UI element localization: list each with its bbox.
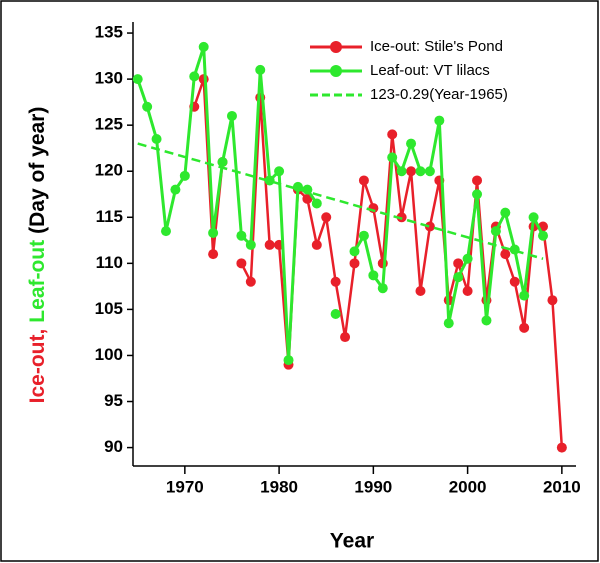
point — [245, 276, 256, 287]
point — [424, 166, 435, 177]
y-tick-label: 130 — [95, 69, 123, 88]
point — [340, 332, 351, 343]
point — [500, 249, 511, 260]
y-tick-label: 125 — [95, 115, 123, 134]
point — [368, 270, 379, 281]
point — [311, 239, 322, 250]
y-tick-label: 115 — [96, 207, 123, 226]
x-tick-label: 2000 — [449, 477, 487, 496]
y-tick-label: 135 — [95, 23, 123, 42]
point — [236, 230, 247, 241]
point — [406, 138, 417, 149]
point — [189, 71, 200, 82]
point — [311, 198, 322, 209]
y-label-part: (Day of year) — [26, 107, 49, 234]
point — [358, 230, 369, 241]
x-tick-label: 1980 — [260, 477, 298, 496]
point — [151, 133, 162, 144]
point — [481, 315, 492, 326]
point — [198, 41, 209, 52]
point — [160, 226, 171, 237]
point — [264, 239, 275, 250]
point — [274, 166, 285, 177]
point — [236, 258, 247, 269]
y-tick-label: 105 — [95, 299, 123, 318]
point — [377, 283, 388, 294]
point — [462, 253, 473, 264]
point — [387, 129, 398, 140]
point — [321, 212, 332, 223]
x-tick-label: 1990 — [354, 477, 392, 496]
point — [462, 285, 473, 296]
point — [443, 318, 454, 329]
point — [406, 166, 417, 177]
y-axis-label: Ice-out, Leaf-out (Day of year) — [26, 107, 49, 404]
legend-label: Ice-out: Stile's Pond — [370, 38, 503, 55]
point — [283, 355, 294, 366]
y-tick-label: 95 — [104, 391, 123, 410]
point — [330, 276, 341, 287]
legend-marker — [330, 65, 342, 77]
point — [519, 322, 530, 333]
y-label-part: Leaf-out — [26, 240, 49, 323]
point — [509, 244, 520, 255]
point — [217, 157, 228, 168]
point — [472, 189, 483, 200]
point — [330, 309, 341, 320]
point — [528, 212, 539, 223]
point — [424, 221, 435, 232]
point — [208, 227, 219, 238]
legend-marker — [330, 41, 342, 53]
point — [255, 64, 266, 75]
point — [396, 166, 407, 177]
y-tick-label: 120 — [95, 161, 123, 180]
x-axis-label: Year — [330, 530, 374, 553]
point — [519, 290, 530, 301]
point — [387, 152, 398, 163]
point — [349, 246, 360, 257]
point — [556, 442, 567, 453]
y-tick-label: 90 — [104, 437, 123, 456]
point — [170, 184, 181, 195]
point — [245, 239, 256, 250]
point — [434, 115, 445, 126]
point — [547, 295, 558, 306]
trend-line — [137, 142, 544, 260]
point — [132, 74, 143, 85]
y-label-part: Ice-out, — [26, 329, 49, 404]
point — [453, 272, 464, 283]
point — [500, 207, 511, 218]
point — [349, 258, 360, 269]
point — [226, 110, 237, 121]
y-tick-label: 100 — [95, 345, 123, 364]
legend-label: 123-0.29(Year-1965) — [370, 86, 508, 103]
point — [179, 170, 190, 181]
point — [358, 175, 369, 186]
point — [453, 258, 464, 269]
point — [472, 175, 483, 186]
point — [302, 193, 313, 204]
x-tick-label: 2010 — [543, 477, 581, 496]
point — [142, 101, 153, 112]
point — [415, 166, 426, 177]
x-tick-label: 1970 — [166, 477, 204, 496]
point — [490, 226, 501, 237]
point — [208, 249, 219, 260]
y-tick-label: 110 — [96, 253, 123, 272]
point — [509, 276, 520, 287]
point — [415, 285, 426, 296]
point — [538, 230, 549, 241]
legend-label: Leaf-out: VT lilacs — [370, 62, 490, 79]
